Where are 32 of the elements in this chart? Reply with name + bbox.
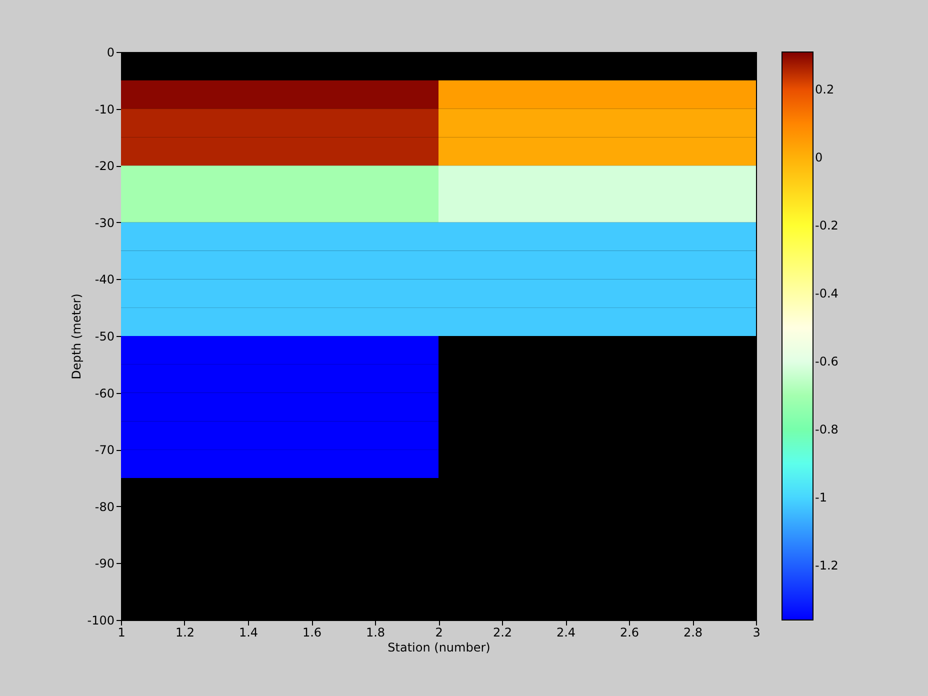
x-tick-label: 1.8 xyxy=(366,626,386,640)
y-tick-label: -50 xyxy=(94,330,114,344)
y-tick-label: -60 xyxy=(94,386,114,400)
color-bar-label: -1.2 xyxy=(815,558,838,573)
x-tick-label: 2.8 xyxy=(683,626,703,640)
color-bar-label: -0.4 xyxy=(815,286,838,300)
x-tick-label: 3 xyxy=(752,626,760,640)
color-bar-label: -0.6 xyxy=(815,354,838,369)
x-tick-label: 1.2 xyxy=(175,626,195,640)
y-tick-label: -30 xyxy=(94,216,114,230)
x-tick-label: 2 xyxy=(435,626,443,640)
color-bar-label: -1 xyxy=(815,490,827,505)
color-bar-label: 0 xyxy=(815,150,823,164)
x-tick-label: 1 xyxy=(118,626,126,640)
x-tick-label: 2.2 xyxy=(492,626,512,640)
y-tick-label: -90 xyxy=(94,556,114,571)
y-axis-title: Depth (meter) xyxy=(69,294,84,380)
y-tick-label: -80 xyxy=(94,500,114,514)
y-tick-label: -20 xyxy=(94,159,114,174)
color-bar-label: -0.8 xyxy=(815,422,838,437)
y-tick-label: -70 xyxy=(94,443,114,458)
x-tick-label: 2.4 xyxy=(556,626,576,640)
y-tick-label: 0 xyxy=(106,46,114,60)
x-axis-title: Station (number) xyxy=(388,640,490,654)
color-bar-label: -0.2 xyxy=(815,218,838,232)
y-tick-label: -40 xyxy=(94,272,114,287)
x-tick-label: 1.6 xyxy=(302,626,322,640)
y-tick-label: -10 xyxy=(94,102,114,116)
x-tick-label: 1.4 xyxy=(238,626,258,640)
color-bar-label: 0.2 xyxy=(815,82,834,96)
x-tick-label: 2.6 xyxy=(620,626,640,640)
y-tick-label: -100 xyxy=(87,614,114,628)
